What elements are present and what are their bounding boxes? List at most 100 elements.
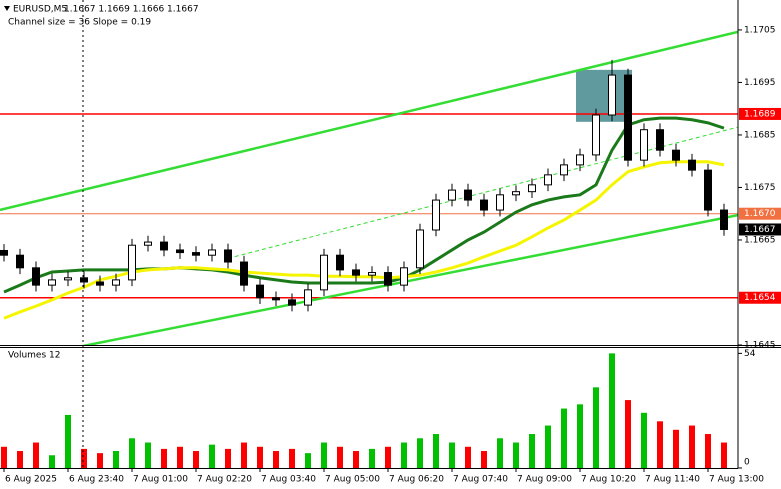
highlight-box — [576, 69, 632, 122]
volume-bar — [433, 434, 439, 468]
channel-line — [81, 213, 738, 345]
channel-line — [0, 30, 738, 212]
candle-body — [80, 277, 88, 283]
volume-pane — [1, 353, 727, 468]
volume-bar — [17, 451, 23, 468]
volume-bar — [97, 453, 103, 468]
volume-bar — [369, 448, 375, 468]
volume-bar — [81, 448, 87, 468]
moving-average — [3, 160, 725, 320]
candle-body — [416, 229, 424, 269]
y-tick-label: 1.1705 — [744, 25, 776, 35]
volume-bar — [49, 455, 55, 468]
candle-body — [400, 267, 408, 286]
y-tick-label: 1.1695 — [744, 78, 776, 88]
candle-body — [16, 254, 24, 269]
candle-body — [672, 149, 680, 161]
candle-body — [464, 189, 472, 201]
candle-body — [656, 129, 664, 151]
candle-body — [144, 241, 152, 246]
candle-body — [160, 241, 168, 251]
volume-bar — [481, 451, 487, 468]
candle-body — [640, 129, 648, 161]
candle-body — [64, 277, 72, 281]
volume-bar — [385, 446, 391, 468]
volume-bar — [401, 442, 407, 468]
candle-body — [512, 191, 520, 196]
volume-bar — [705, 434, 711, 468]
volume-bar — [417, 438, 423, 468]
x-tick-label: 7 Aug 07:40 — [453, 475, 508, 485]
candle-body — [608, 74, 616, 116]
volume-bar — [353, 451, 359, 468]
volume-bar — [1, 446, 7, 468]
volume-bar — [177, 446, 183, 468]
x-tick-label: 7 Aug 06:20 — [389, 475, 444, 485]
candle-body — [704, 169, 712, 211]
candle-body — [0, 249, 8, 256]
volume-bar — [193, 451, 199, 468]
volume-bar — [657, 421, 663, 468]
level-label: 1.1654 — [744, 293, 776, 303]
candle-body — [592, 114, 600, 156]
candle-body — [256, 284, 264, 299]
candle-body — [544, 174, 552, 186]
level-label-box — [739, 291, 781, 304]
last-price-label: 1.1667 — [744, 225, 776, 235]
volume-bar — [337, 446, 343, 468]
volume-bar — [33, 442, 39, 468]
y-tick-label: 1.1645 — [744, 341, 776, 351]
volume-bar — [689, 425, 695, 468]
x-tick-label: 7 Aug 02:20 — [197, 475, 252, 485]
volume-bar — [465, 446, 471, 468]
candle-body — [240, 261, 248, 286]
volume-bar — [513, 442, 519, 468]
volume-bar — [113, 451, 119, 468]
volume-title: Volumes 12 — [8, 351, 60, 361]
volume-bar — [225, 448, 231, 468]
price-pane — [0, 30, 738, 345]
candle-body — [192, 252, 200, 256]
volume-bar — [321, 442, 327, 468]
volume-bar — [65, 414, 71, 468]
x-tick-label: 7 Aug 09:00 — [517, 475, 572, 485]
candle-body — [224, 249, 232, 263]
channel-line — [227, 126, 738, 259]
level-label: 1.1670 — [744, 209, 776, 219]
candle-body — [208, 249, 216, 256]
candle-body — [32, 267, 40, 286]
y-tick-label: 1.1685 — [744, 130, 776, 140]
volume-bar — [625, 400, 631, 468]
level-label: 1.1689 — [744, 109, 776, 119]
candle-body — [96, 281, 104, 286]
level-label-box — [739, 207, 781, 220]
volume-bar — [529, 434, 535, 468]
candle-body — [688, 159, 696, 171]
volume-bar — [161, 448, 167, 468]
volume-bar — [145, 442, 151, 468]
y-tick-label: 1.1675 — [744, 183, 776, 193]
candle-body — [432, 199, 440, 231]
candle-body — [448, 189, 456, 201]
menu-arrow — [4, 6, 10, 11]
candle-body — [384, 272, 392, 286]
volume-bar — [273, 451, 279, 468]
candle-body — [320, 254, 328, 291]
candle-body — [480, 199, 488, 211]
candle-body — [288, 299, 296, 306]
x-tick-label: 7 Aug 05:00 — [325, 475, 380, 485]
volume-bar — [209, 444, 215, 468]
x-tick-label: 7 Aug 10:20 — [581, 475, 636, 485]
volume-bar — [609, 353, 615, 468]
last-price-box — [739, 223, 781, 236]
candle-body — [624, 74, 632, 161]
level-label-box — [739, 107, 781, 120]
volume-bar — [449, 442, 455, 468]
candle-body — [272, 297, 280, 301]
volume-bar — [129, 438, 135, 468]
volume-bar — [561, 408, 567, 468]
volume-bar — [593, 387, 599, 468]
